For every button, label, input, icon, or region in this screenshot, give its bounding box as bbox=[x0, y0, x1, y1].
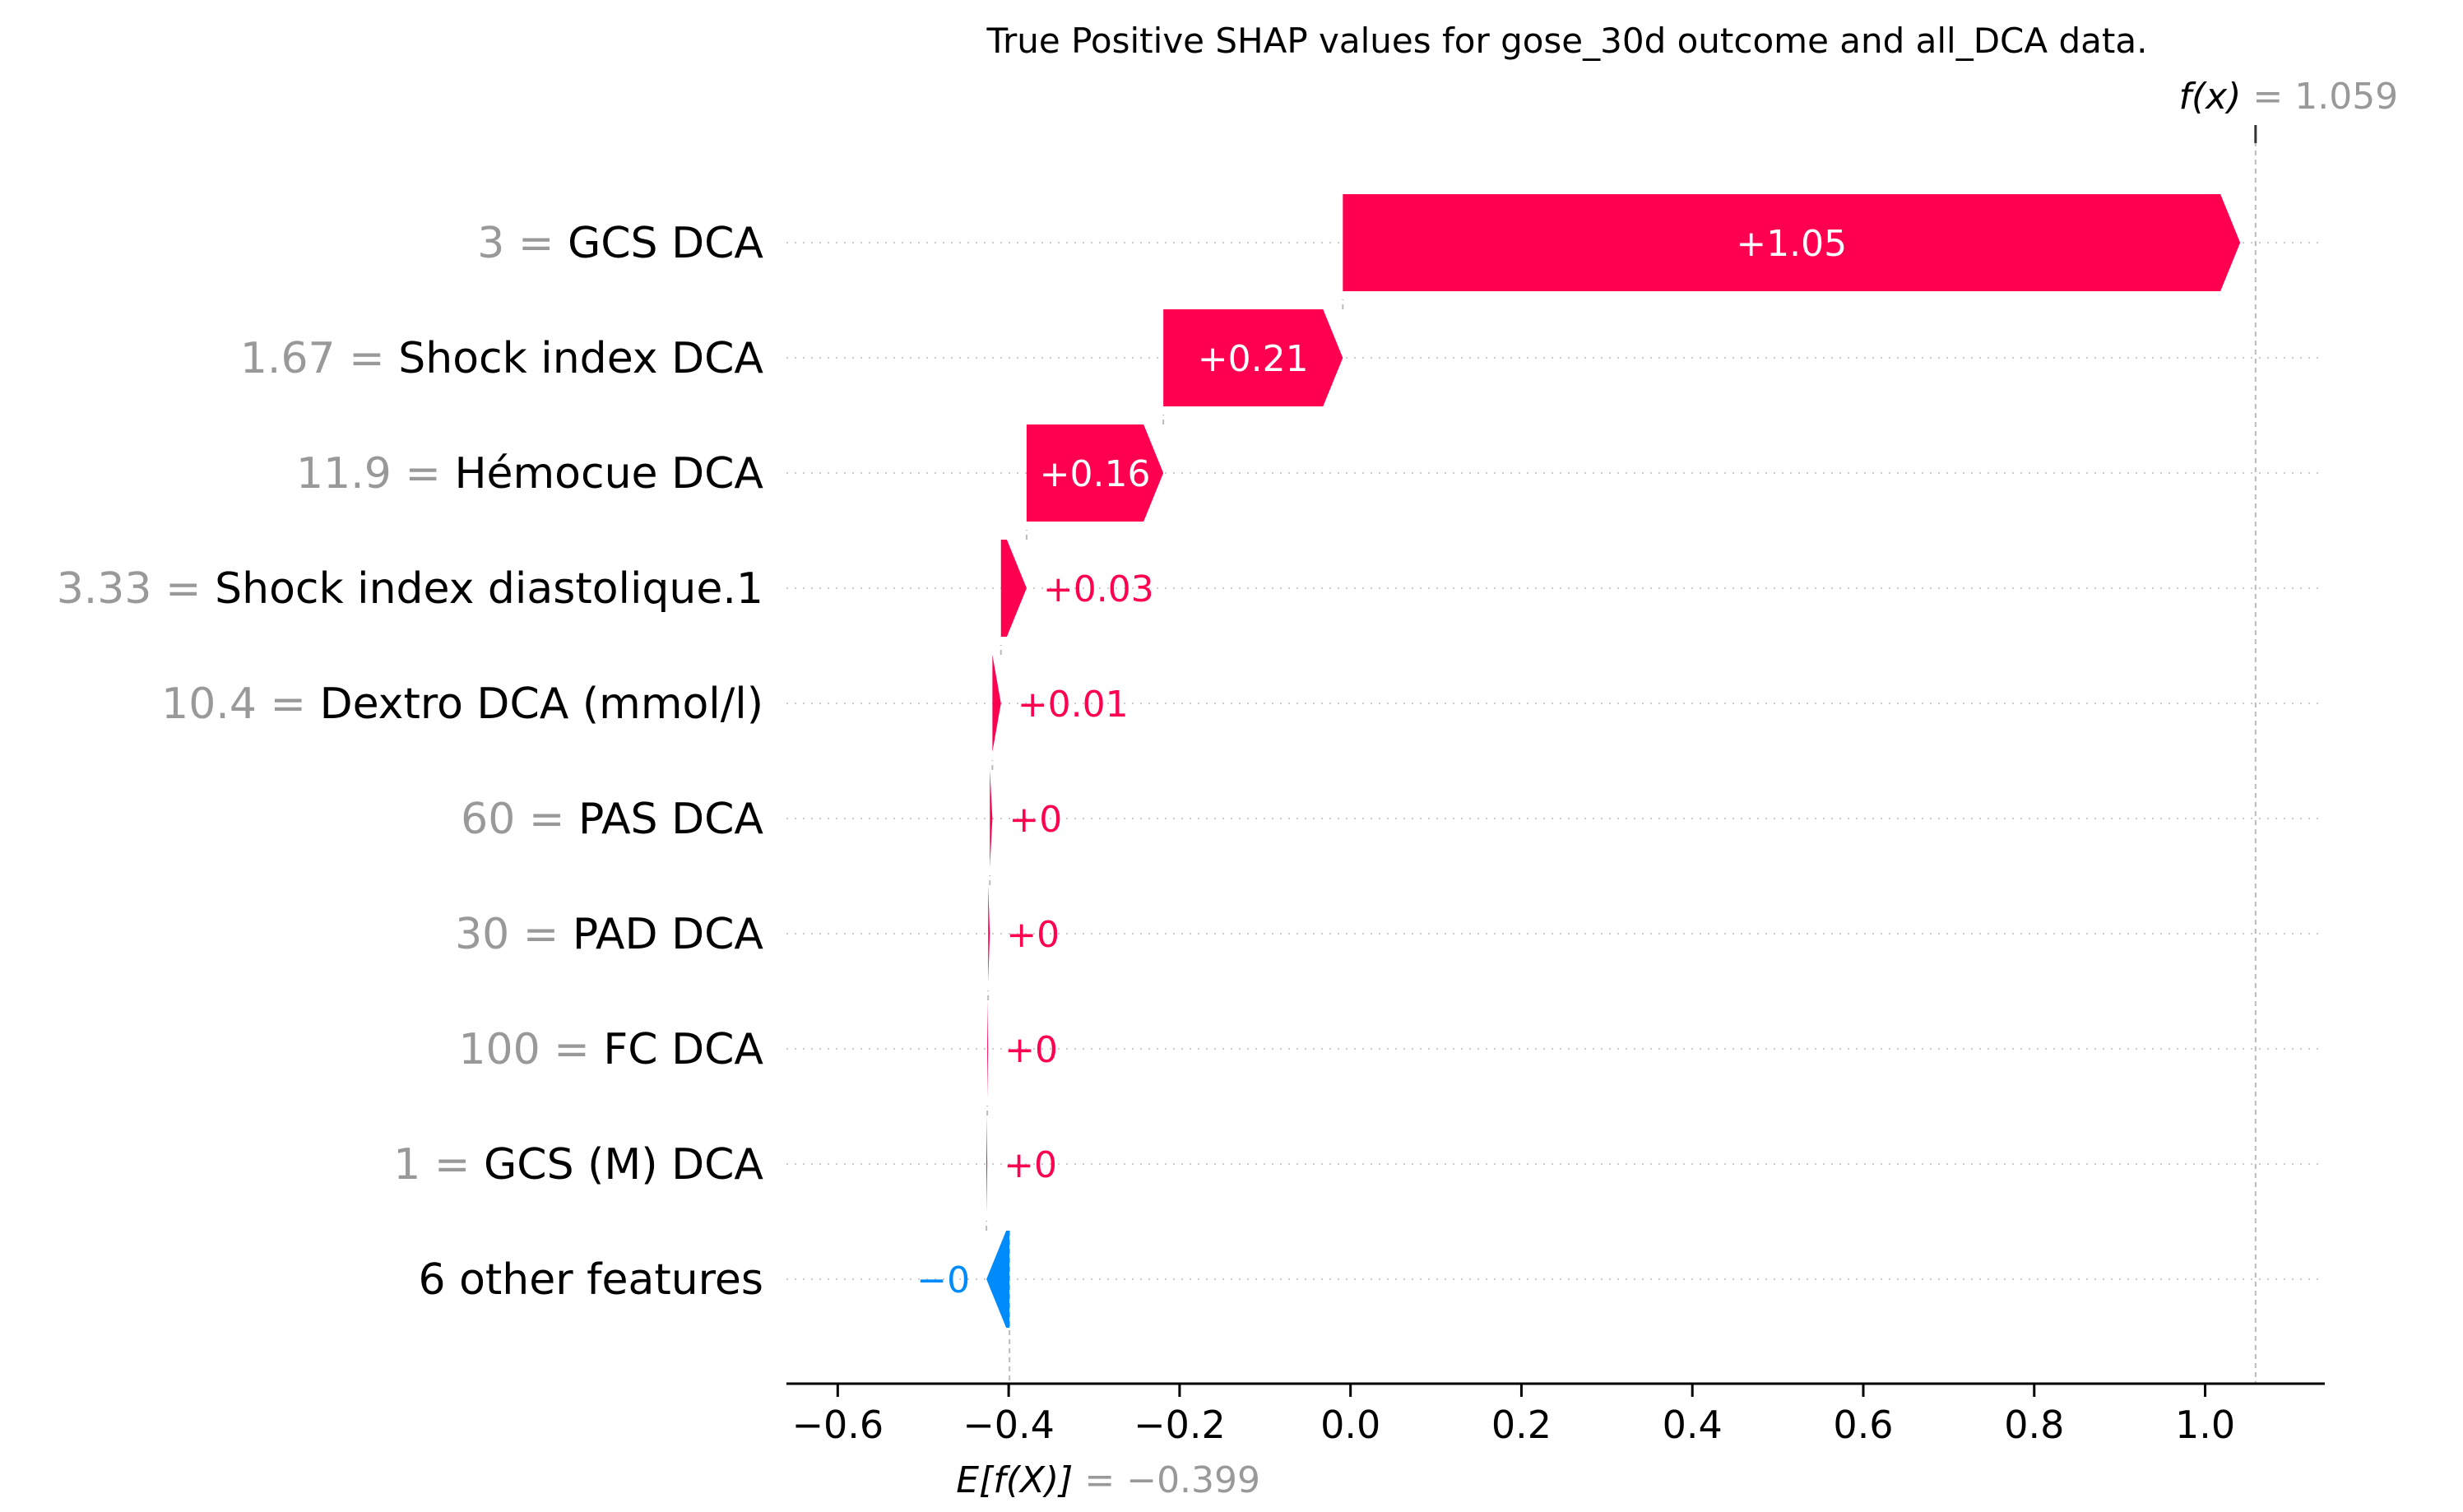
bar-value-label: −0 bbox=[916, 1259, 970, 1301]
feature-label: 3 = GCS DCA bbox=[477, 219, 763, 268]
feature-name: Shock index DCA bbox=[398, 334, 763, 383]
x-tick-label: 0.2 bbox=[1491, 1403, 1552, 1447]
bar-3 bbox=[1026, 424, 1164, 522]
x-tick-label: −0.2 bbox=[1134, 1403, 1226, 1447]
fx-label: f(x) = 1.059 bbox=[2179, 76, 2399, 118]
bar-9 bbox=[986, 1115, 988, 1213]
feature-value: 1 = bbox=[393, 1140, 484, 1190]
feature-name: 6 other features bbox=[418, 1255, 763, 1305]
feature-value: 10.4 = bbox=[161, 679, 319, 729]
x-tick-label: 1.0 bbox=[2175, 1403, 2235, 1447]
feature-name: PAS DCA bbox=[578, 795, 763, 844]
bar-value-label: +0 bbox=[1009, 799, 1062, 841]
feature-name: Dextro DCA (mmol/l) bbox=[320, 679, 763, 729]
bar-10 bbox=[986, 1231, 1010, 1328]
bar-5 bbox=[992, 655, 1001, 752]
feature-label: 1 = GCS (M) DCA bbox=[393, 1140, 763, 1190]
x-tick-label: 0.6 bbox=[1833, 1403, 1893, 1447]
x-tick-label: 0.8 bbox=[2004, 1403, 2064, 1447]
bar-7 bbox=[988, 885, 990, 982]
feature-value: 3.33 = bbox=[57, 564, 215, 614]
bar-value-label: +0.16 bbox=[1040, 453, 1151, 495]
bar-8 bbox=[987, 1000, 989, 1097]
bar-value-label: +0.21 bbox=[1198, 338, 1309, 380]
base-label: E[f(X)] = −0.399 bbox=[956, 1459, 1260, 1501]
feature-label: 11.9 = Hémocue DCA bbox=[296, 449, 763, 499]
feature-value: 1.67 = bbox=[240, 334, 398, 383]
feature-label: 1.67 = Shock index DCA bbox=[240, 334, 764, 383]
bar-value-label: +0.03 bbox=[1043, 568, 1154, 610]
bar-value-label: +0 bbox=[1004, 1029, 1058, 1071]
feature-label: 100 = FC DCA bbox=[458, 1025, 763, 1074]
bar-2 bbox=[1163, 309, 1343, 406]
feature-value: 3 = bbox=[477, 219, 568, 268]
x-tick-label: −0.4 bbox=[962, 1403, 1055, 1447]
x-tick-label: 0.4 bbox=[1663, 1403, 1723, 1447]
feature-value: 60 = bbox=[461, 795, 578, 844]
bar-value-label: +1.05 bbox=[1736, 223, 1847, 265]
feature-label: 60 = PAS DCA bbox=[461, 795, 763, 844]
base-symbol: E[f(X)] bbox=[956, 1459, 1084, 1501]
x-tick-label: 0.0 bbox=[1320, 1403, 1380, 1447]
base-value: = −0.399 bbox=[1084, 1459, 1260, 1501]
bar-value-label: +0.01 bbox=[1018, 684, 1129, 726]
feature-label: 30 = PAD DCA bbox=[455, 910, 763, 959]
feature-value: 100 = bbox=[458, 1025, 603, 1074]
bar-6 bbox=[990, 770, 993, 867]
x-tick-label: −0.6 bbox=[791, 1403, 884, 1447]
bar-value-label: +0 bbox=[1006, 914, 1060, 956]
bar-4 bbox=[1000, 540, 1027, 637]
feature-name: Shock index diastolique.1 bbox=[215, 564, 763, 614]
bar-value-label: +0 bbox=[1004, 1144, 1057, 1186]
feature-name: PAD DCA bbox=[573, 910, 764, 959]
feature-value: 30 = bbox=[455, 910, 573, 959]
bar-1 bbox=[1343, 194, 2241, 291]
feature-name: GCS DCA bbox=[568, 219, 763, 268]
chart-title: True Positive SHAP values for gose_30d o… bbox=[986, 21, 2148, 61]
feature-label: 10.4 = Dextro DCA (mmol/l) bbox=[161, 679, 763, 729]
feature-label: 6 other features bbox=[418, 1255, 763, 1305]
feature-label: 3.33 = Shock index diastolique.1 bbox=[57, 564, 763, 614]
fx-symbol: f(x) bbox=[2179, 76, 2253, 118]
fx-value: = 1.059 bbox=[2252, 76, 2398, 118]
feature-name: GCS (M) DCA bbox=[484, 1140, 763, 1190]
feature-name: FC DCA bbox=[603, 1025, 763, 1074]
feature-value: 11.9 = bbox=[296, 449, 454, 499]
feature-name: Hémocue DCA bbox=[454, 449, 763, 499]
